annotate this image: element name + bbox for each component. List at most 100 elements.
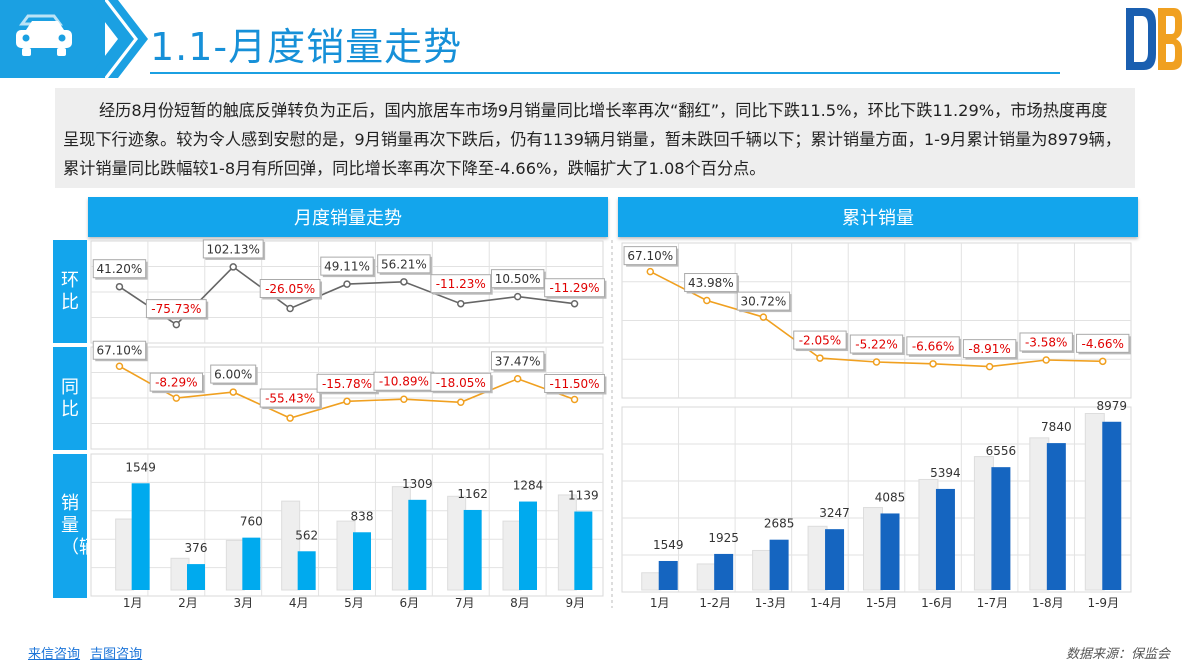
sales-tick-label: 1月 [123,596,143,610]
mom-label-box [202,239,264,259]
mom-data-label: 10.50% [495,272,541,286]
mom-point [286,304,294,313]
sales-bar-current [187,564,205,590]
cum-data-label: 2685 [764,517,795,531]
yoy-data-label: 67.10% [97,344,143,358]
cum-tick-label: 1-2月 [699,596,731,610]
car-icon [16,14,72,56]
page-title: 1.1-月度销量走势 [150,25,463,69]
sales-data-label: 1139 [568,489,599,503]
sales-tick-label: 8月 [510,596,530,610]
sales-data-label: 1284 [513,479,544,493]
yoy-point [172,394,181,402]
cum-yoy-point [872,358,881,366]
mom-data-label: -11.29% [550,281,600,295]
mom-data-label: 41.20% [97,262,143,276]
mom-label-box [259,279,321,299]
cum-bar-prev [807,525,828,591]
cum-yoy-label-box [1019,332,1073,352]
chevron-right-icon [88,0,148,78]
yoy-data-label: -10.89% [379,375,429,389]
summary-box: 经历8月份短暂的触底反弹转负为正后，国内旅居车市场9月销量同比增长率再次“翻红”… [55,88,1135,188]
side-label-mom: 环比 [53,240,87,343]
cum-yoy-point [985,362,994,371]
cum-bar-prev [1084,412,1105,591]
mom-label-box [490,269,545,289]
cum-yoy-label-box [962,339,1017,359]
sales-bar-current [519,501,537,590]
sales-data-label: 376 [185,541,208,555]
cum-yoy-data-label: -4.66% [1081,337,1123,351]
sales-bar-current [131,483,150,590]
mom-label-box [544,278,605,298]
mom-label-box [430,274,492,294]
cum-yoy-data-label: 67.10% [627,249,673,263]
cum-data-label: 4085 [875,490,906,504]
yoy-data-label: -8.29% [155,376,197,390]
yoy-data-label: 6.00% [214,368,252,382]
cum-yoy-point [816,354,824,362]
cum-yoy-label-box [623,246,677,266]
sales-bar-prev [281,500,301,591]
mom-point [343,280,351,288]
yoy-point [229,388,237,396]
side-label-yoy: 同比 [53,347,87,450]
cum-bar-prev [918,478,939,591]
sales-data-label: 838 [351,509,374,523]
cum-tick-label: 1-5月 [866,596,898,610]
sales-bar-prev [557,494,577,591]
cum-bar-current [991,467,1011,590]
sales-bar-current [463,509,482,590]
mom-data-label: 49.11% [324,260,370,274]
sales-data-label: 1162 [457,487,488,501]
cum-yoy-data-label: -2.05% [799,334,841,348]
sales-tick-label: 6月 [400,596,420,610]
mom-point [115,282,124,291]
cum-tick-label: 1-7月 [977,596,1009,610]
cum-tick-label: 1-8月 [1032,596,1064,610]
summary-text: 经历8月份短暂的触底反弹转负为正后，国内旅居车市场9月销量同比增长率再次“翻红”… [63,101,1122,178]
cum-bar-prev [641,572,662,591]
cum-yoy-label-box [793,330,847,350]
cum-yoy-data-label: -6.66% [912,339,954,353]
cum-bar-current [935,488,955,590]
mom-label-box [92,259,147,279]
yoy-label-box [149,372,204,392]
cumulative-panel-header: 累计销量 [618,197,1138,237]
side-label-yoy-text: 同比 [61,376,79,420]
mom-point [457,299,465,308]
side-label-mom-text: 环比 [61,269,79,313]
mom-point [570,299,579,308]
cum-data-label: 1549 [653,538,684,552]
cum-bar-current [658,560,678,590]
cum-tick-label: 1-3月 [755,596,787,610]
sales-bar-current [353,532,371,590]
sales-bar-prev [225,539,245,591]
sales-bar-prev [336,520,356,591]
yoy-point [457,398,465,407]
yoy-label-box [210,364,257,384]
yoy-label-box [544,373,605,393]
sales-bar-prev [447,495,467,591]
sales-tick-label: 2月 [178,596,198,610]
cum-yoy-label-box [684,273,738,293]
cum-bar-current [1102,421,1122,590]
yoy-point [115,362,124,370]
cum-bar-prev [1029,437,1050,591]
mom-point [172,320,181,329]
sales-bar-current [574,511,593,590]
sales-bar-current [297,551,316,590]
yoy-point [286,414,294,422]
yoy-point [400,395,408,403]
mom-data-label: -26.05% [265,282,315,296]
footer-link-2[interactable]: 吉图咨询 [90,647,143,662]
sales-bar-current [242,537,261,590]
mom-point [229,263,237,271]
mom-data-label: 102.13% [207,242,260,256]
sales-data-label: 1549 [125,460,156,474]
sales-tick-label: 7月 [455,596,475,610]
footer-link-1[interactable]: 来信咨询 [28,647,81,662]
sales-tick-label: 9月 [566,596,586,610]
cum-bar-current [880,513,900,590]
yoy-data-label: -11.50% [550,377,600,391]
